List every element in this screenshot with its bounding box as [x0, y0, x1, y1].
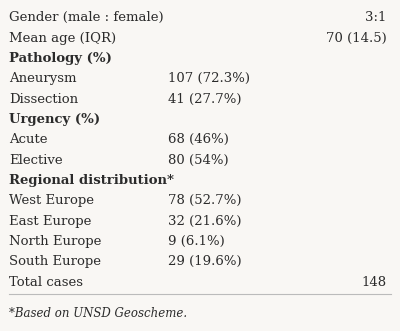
Text: *Based on UNSD Geoscheme.: *Based on UNSD Geoscheme.	[9, 307, 188, 320]
Text: Mean age (IQR): Mean age (IQR)	[9, 31, 116, 45]
Text: Dissection: Dissection	[9, 93, 78, 106]
Text: 80 (54%): 80 (54%)	[168, 154, 229, 167]
Text: North Europe: North Europe	[9, 235, 102, 248]
Text: East Europe: East Europe	[9, 215, 92, 228]
Text: Aneurysm: Aneurysm	[9, 72, 77, 85]
Text: Regional distribution*: Regional distribution*	[9, 174, 174, 187]
Text: 68 (46%): 68 (46%)	[168, 133, 229, 146]
Text: 78 (52.7%): 78 (52.7%)	[168, 194, 242, 208]
Text: 107 (72.3%): 107 (72.3%)	[168, 72, 250, 85]
Text: 41 (27.7%): 41 (27.7%)	[168, 93, 242, 106]
Text: 32 (21.6%): 32 (21.6%)	[168, 215, 242, 228]
Text: 3:1: 3:1	[365, 11, 387, 24]
Text: Pathology (%): Pathology (%)	[9, 52, 112, 65]
Text: Gender (male : female): Gender (male : female)	[9, 11, 164, 24]
Text: South Europe: South Europe	[9, 256, 101, 268]
Text: 70 (14.5): 70 (14.5)	[326, 31, 387, 45]
Text: Total cases: Total cases	[9, 276, 83, 289]
Text: 148: 148	[362, 276, 387, 289]
Text: 9 (6.1%): 9 (6.1%)	[168, 235, 225, 248]
Text: West Europe: West Europe	[9, 194, 94, 208]
Text: 29 (19.6%): 29 (19.6%)	[168, 256, 242, 268]
Text: Urgency (%): Urgency (%)	[9, 113, 100, 126]
Text: Elective: Elective	[9, 154, 63, 167]
Text: Acute: Acute	[9, 133, 48, 146]
